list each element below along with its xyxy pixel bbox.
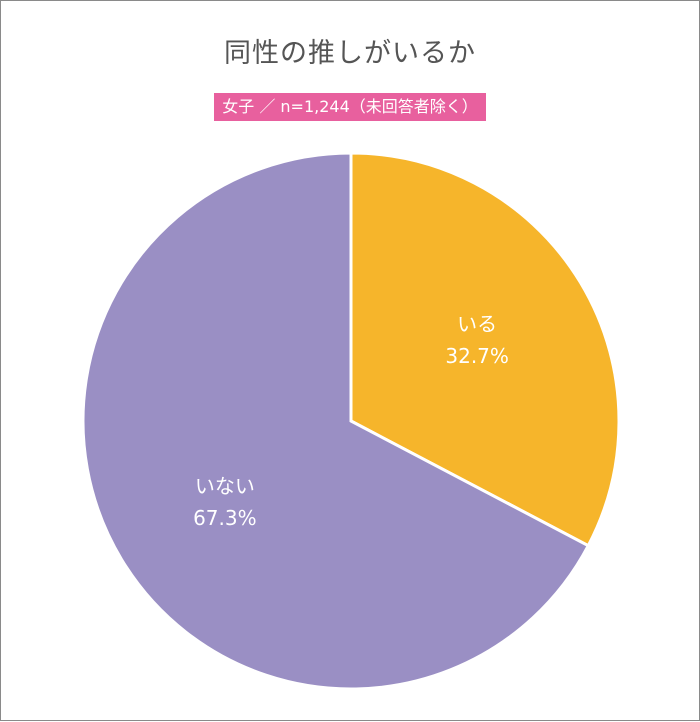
slice-value-2: 67.3%	[193, 506, 257, 530]
slice-label-2: いない	[195, 474, 255, 498]
chart-subtitle: 女子 ／ n=1,244（未回答者除く）	[214, 93, 486, 121]
pie-slice-1	[349, 151, 621, 548]
slice-value-1: 32.7%	[445, 344, 509, 368]
chart-title: 同性の推しがいるか	[224, 38, 476, 69]
slice-label-1: いる	[457, 312, 497, 336]
pie-slice-2	[81, 151, 591, 691]
